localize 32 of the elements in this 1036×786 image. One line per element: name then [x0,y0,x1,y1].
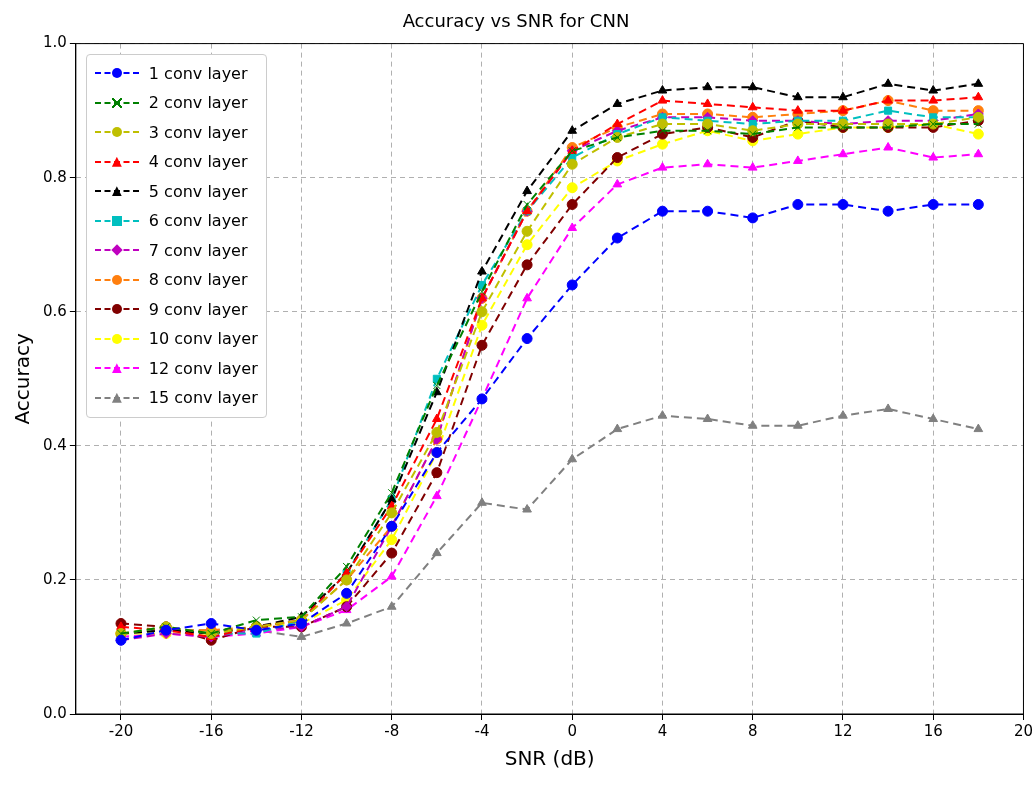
x-tick-label: 8 [747,721,758,740]
y-tick-label: 1.0 [43,33,67,52]
y-tick-label: 0.0 [43,703,67,722]
legend-label: 4 conv layer [148,152,248,172]
legend-label: 12 conv layer [148,358,258,378]
x-tick-label: 12 [833,721,853,740]
x-tick-label: -16 [198,721,224,740]
chart-title: Accuracy vs SNR for CNN [402,10,630,32]
legend-label: 8 conv layer [148,270,248,290]
legend-label: 9 conv layer [148,299,248,319]
legend-label: 15 conv layer [148,388,258,408]
y-tick-label: 0.8 [43,167,67,186]
x-axis-title: SNR (dB) [504,746,595,771]
x-tick-label: 4 [657,721,668,740]
legend-label: 10 conv layer [148,329,258,349]
x-tick-label: 0 [567,721,577,740]
legend-label: 2 conv layer [148,93,248,113]
y-tick-label: 0.6 [43,301,67,320]
x-tick-label: -20 [108,721,134,740]
x-tick-label: 20 [1013,721,1033,740]
legend-label: 1 conv layer [148,63,248,83]
legend-label: 7 conv layer [148,240,248,260]
y-tick-label: 0.4 [43,435,67,454]
legend-label: 5 conv layer [148,181,248,201]
legend-label: 3 conv layer [148,122,248,142]
y-axis-title: Accuracy [10,332,35,425]
x-tick-label: -8 [384,721,400,740]
legend-label: 6 conv layer [148,211,248,231]
x-tick-label: 16 [923,721,943,740]
x-tick-label: -12 [289,721,314,740]
x-tick-label: -4 [474,721,490,740]
y-tick-label: 0.2 [43,569,67,588]
